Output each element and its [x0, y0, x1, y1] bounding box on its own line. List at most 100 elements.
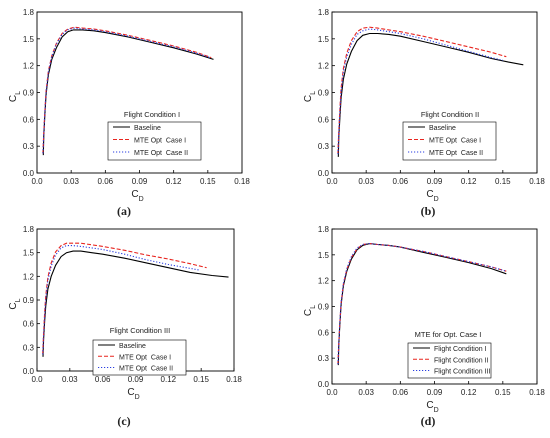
y-tick-label: 0.9 — [318, 89, 330, 98]
x-tick-label: 0.18 — [529, 388, 545, 397]
legend-entry: Baseline — [134, 125, 161, 132]
legend-entry: Flight Condition III — [434, 369, 490, 376]
x-tick-label: 0.0 — [31, 375, 43, 384]
legend-box — [92, 339, 187, 376]
series-line — [42, 245, 200, 355]
legend-entry: MTE Opt Case II — [429, 150, 483, 157]
x-tick-label: 0.09 — [128, 375, 144, 384]
legend-title: Flight Condition II — [421, 110, 479, 119]
x-tick-label: 0.12 — [461, 388, 477, 397]
x-tick-label: 0.06 — [95, 375, 111, 384]
plot-frame — [331, 228, 538, 385]
x-tick-label: 0.15 — [495, 177, 511, 186]
legend-entry: Baseline — [429, 125, 456, 132]
y-tick-label: 1.2 — [23, 62, 35, 71]
y-tick-label: 1.5 — [318, 251, 330, 260]
series-line — [42, 27, 211, 154]
y-tick-label: 1.2 — [318, 277, 330, 286]
x-tick-label: 0.18 — [529, 177, 545, 186]
y-tick-label: 0.6 — [318, 328, 330, 337]
y-axis-label: CL — [8, 91, 22, 102]
plot-frame — [331, 11, 538, 174]
y-tick-label: 0.0 — [318, 380, 330, 389]
chart-panel: 0.0 0.03 0.06 0.09 0.12 0.15 0.18 0.0 0.3 0.6 0.9 1… — [8, 225, 242, 428]
chart-panel: 0.0 0.03 0.06 0.09 0.12 0.15 0.18 0.0 0.3 0.6 0.9 1… — [303, 8, 545, 218]
y-tick-label: 1.8 — [318, 225, 330, 234]
y-tick-label: 0.9 — [318, 303, 330, 312]
x-tick-label: 0.0 — [31, 177, 43, 186]
x-axis-label: CD — [426, 400, 438, 414]
y-tick-label: 0.9 — [23, 89, 35, 98]
legend-box — [107, 121, 202, 161]
x-tick-label: 0.0 — [326, 177, 338, 186]
x-tick-label: 0.06 — [98, 177, 114, 186]
y-tick-label: 1.8 — [23, 8, 35, 17]
x-tick-label: 0.06 — [393, 177, 409, 186]
x-axis-label: CD — [127, 387, 139, 401]
x-tick-label: 0.12 — [161, 375, 177, 384]
x-tick-label: 0.09 — [132, 177, 148, 186]
x-tick-label: 0.12 — [166, 177, 182, 186]
y-tick-label: 0.6 — [318, 115, 330, 124]
series-line — [42, 26, 212, 154]
chart-panel: 0.0 0.03 0.06 0.09 0.12 0.15 0.18 0.0 0.3 0.6 0.9 1… — [8, 8, 250, 218]
x-tick-label: 0.09 — [427, 388, 443, 397]
legend-entry: MTE Opt Case I — [429, 138, 481, 145]
x-tick-label: 0.0 — [326, 388, 338, 397]
x-tick-label: 0.15 — [200, 177, 216, 186]
panel-caption: (c) — [117, 414, 130, 428]
y-tick-label: 0.3 — [23, 142, 35, 151]
legend-title: Flight Condition III — [110, 326, 170, 335]
y-tick-label: 0.3 — [23, 343, 35, 352]
legend-box — [407, 342, 492, 379]
x-tick-label: 0.09 — [427, 177, 443, 186]
legend-title: MTE for Opt. Case I — [415, 330, 482, 339]
x-axis-label: CD — [426, 189, 438, 203]
y-tick-label: 1.8 — [318, 8, 330, 17]
panel-caption: (d) — [421, 414, 436, 428]
y-tick-label: 1.5 — [318, 35, 330, 44]
series-line — [42, 242, 207, 354]
legend-entry: MTE Opt Case II — [134, 150, 188, 157]
y-tick-label: 0.3 — [318, 354, 330, 363]
x-tick-label: 0.03 — [358, 177, 374, 186]
legend-box — [402, 121, 497, 161]
x-tick-label: 0.03 — [63, 177, 79, 186]
plot-frame — [36, 11, 243, 174]
x-tick-label: 0.15 — [193, 375, 209, 384]
x-axis-label: CD — [131, 189, 143, 203]
series-line — [337, 32, 524, 157]
y-axis-label: CL — [303, 305, 317, 316]
y-tick-label: 0.3 — [318, 142, 330, 151]
x-tick-label: 0.06 — [393, 388, 409, 397]
x-tick-label: 0.12 — [461, 177, 477, 186]
series-line — [337, 243, 507, 365]
y-axis-label: CL — [8, 298, 22, 309]
legend-entry: Flight Condition II — [434, 357, 489, 364]
legend-entry: MTE Opt Case I — [134, 138, 186, 145]
y-tick-label: 0.0 — [23, 169, 35, 178]
x-tick-label: 0.18 — [234, 177, 250, 186]
x-tick-label: 0.03 — [358, 388, 374, 397]
x-tick-label: 0.03 — [62, 375, 78, 384]
legend-entry: MTE Opt Case II — [119, 366, 173, 373]
y-tick-label: 1.2 — [23, 272, 35, 281]
y-tick-label: 1.5 — [23, 35, 35, 44]
y-tick-label: 0.0 — [318, 169, 330, 178]
y-tick-label: 0.6 — [23, 115, 35, 124]
series-line — [337, 28, 503, 155]
x-tick-label: 0.18 — [226, 375, 242, 384]
chart-panel: 0.0 0.03 0.06 0.09 0.12 0.15 0.18 0.0 0.3 0.6 0.9 1… — [303, 225, 545, 428]
y-tick-label: 1.2 — [318, 62, 330, 71]
legend-entry: Flight Condition I — [434, 346, 487, 353]
panel-caption: (b) — [421, 204, 436, 218]
panel-caption: (a) — [117, 204, 131, 218]
legend-title: Flight Condition I — [124, 110, 180, 119]
y-tick-label: 0.0 — [23, 367, 35, 376]
y-tick-label: 0.6 — [23, 320, 35, 329]
legend-entry: MTE Opt Case I — [119, 354, 171, 361]
y-tick-label: 0.9 — [23, 296, 35, 305]
x-tick-label: 0.15 — [495, 388, 511, 397]
y-tick-label: 1.8 — [23, 225, 35, 234]
